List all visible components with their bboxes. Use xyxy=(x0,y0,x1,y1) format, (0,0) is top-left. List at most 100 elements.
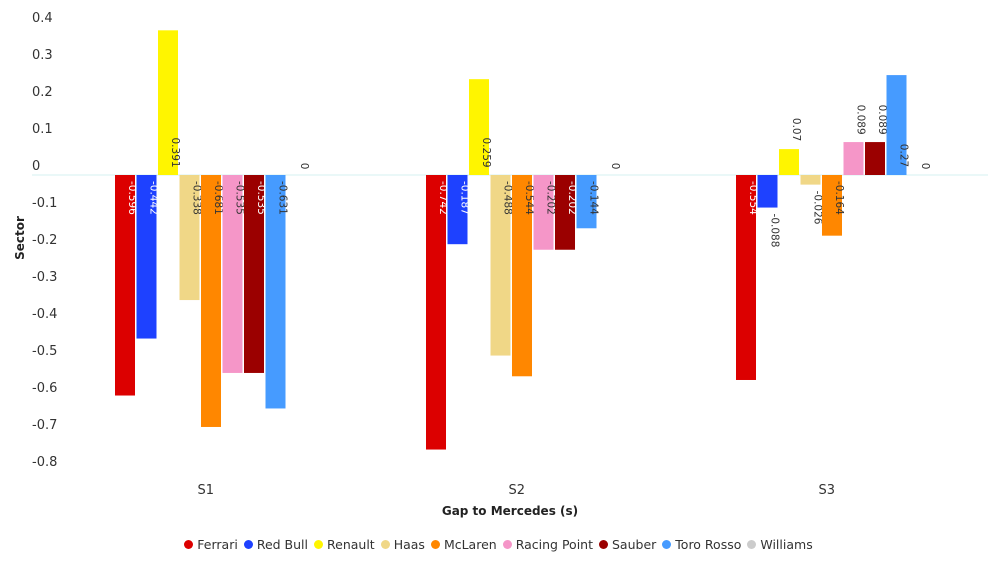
bar-ferrari[interactable] xyxy=(426,175,446,450)
bar-red-bull[interactable] xyxy=(136,175,157,339)
x-category-label: S2 xyxy=(508,483,525,498)
bar-haas[interactable] xyxy=(179,175,200,301)
bar-racing-point[interactable] xyxy=(843,142,864,175)
legend-label: McLaren xyxy=(443,537,497,552)
bar-racing-point[interactable] xyxy=(533,175,554,250)
legend-label: Haas xyxy=(393,537,425,552)
legend: Ferrari Red Bull Renault Haas McLaren Racing … xyxy=(0,537,997,552)
value-label: -0.144 xyxy=(588,181,600,215)
legend-item-haas[interactable]: Haas xyxy=(380,537,425,552)
value-label: -0.164 xyxy=(833,181,845,215)
value-label: -0.202 xyxy=(566,181,578,215)
y-axis-ticks: 0.4 0.3 0.2 0.1 0 -0.1 -0.2 -0.3 -0.4 -0.5 -0.6 -0.… xyxy=(32,11,57,470)
legend-label: Toro Rosso xyxy=(675,537,742,552)
legend-item-mclaren[interactable]: McLaren xyxy=(430,537,497,552)
bar-haas[interactable] xyxy=(490,175,511,356)
legend-label: Red Bull xyxy=(256,537,308,552)
value-label: 0.089 xyxy=(855,105,867,135)
legend-item-sauber[interactable]: Sauber xyxy=(599,537,656,552)
y-tick-label: -0.4 xyxy=(32,307,57,322)
bar-mclaren[interactable] xyxy=(201,175,221,427)
legend-item-renault[interactable]: Renault xyxy=(314,537,375,552)
y-tick-label: -0.2 xyxy=(32,233,57,248)
legend-dot-icon xyxy=(380,540,390,549)
value-label: -0.681 xyxy=(212,181,224,215)
value-label: -0.535 xyxy=(234,181,246,215)
bar-red-bull[interactable] xyxy=(447,175,468,245)
value-label: -0.554 xyxy=(747,181,759,215)
y-tick-label: -0.3 xyxy=(32,270,57,285)
value-label: 0.391 xyxy=(169,138,181,168)
bar-renault[interactable] xyxy=(469,79,489,175)
value-label: 0 xyxy=(609,163,621,170)
bar-group-s2: -0.742 -0.187 0.259 -0.488 -0.544 -0.202 -0.20… xyxy=(426,79,621,450)
value-label: -0.088 xyxy=(769,214,781,248)
legend-dot-icon xyxy=(662,540,672,549)
y-tick-label: 0.3 xyxy=(32,48,53,63)
x-category-label: S3 xyxy=(818,483,835,498)
legend-label: Sauber xyxy=(612,537,657,552)
x-axis-categories: S1 S2 S3 xyxy=(197,483,835,498)
bar-toro-rosso[interactable] xyxy=(576,175,597,229)
legend-dot-icon xyxy=(243,540,253,549)
value-label: 0 xyxy=(298,163,310,170)
value-label: 0.27 xyxy=(898,144,910,167)
bar-ferrari[interactable] xyxy=(736,175,756,380)
legend-label: Williams xyxy=(760,537,813,552)
value-label: -0.442 xyxy=(148,181,160,215)
bar-renault[interactable] xyxy=(779,149,799,175)
legend-item-red-bull[interactable]: Red Bull xyxy=(243,537,308,552)
value-label: 0.07 xyxy=(790,118,802,141)
bar-racing-point[interactable] xyxy=(222,175,243,373)
legend-item-racing-point[interactable]: Racing Point xyxy=(502,537,593,552)
value-label: -0.187 xyxy=(459,181,471,215)
value-label: 0.089 xyxy=(876,105,888,135)
legend-dot-icon xyxy=(314,540,323,549)
value-label: -0.535 xyxy=(255,181,267,215)
legend-label: Renault xyxy=(327,537,375,552)
bar-haas[interactable] xyxy=(800,175,821,185)
y-tick-label: 0.4 xyxy=(32,11,53,26)
bar-sauber[interactable] xyxy=(555,175,575,250)
legend-dot-icon xyxy=(430,540,440,549)
value-label: -0.596 xyxy=(126,181,138,215)
value-label: 0 xyxy=(919,163,931,170)
y-tick-label: -0.7 xyxy=(32,418,57,433)
y-tick-label: -0.6 xyxy=(32,381,57,396)
legend-item-ferrari[interactable]: Ferrari xyxy=(184,537,238,552)
bar-group-s1: -0.596 -0.442 0.391 -0.338 -0.681 -0.535 -0.53… xyxy=(115,30,310,427)
legend-dot-icon xyxy=(184,540,194,549)
legend-dot-icon xyxy=(599,540,608,549)
y-tick-label: -0.5 xyxy=(32,344,57,359)
legend-label: Ferrari xyxy=(197,537,238,552)
bar-group-s3: -0.554 -0.088 0.07 -0.026 -0.164 0.089 0.089 0.… xyxy=(736,75,931,380)
y-tick-label: -0.8 xyxy=(32,455,57,470)
bar-toro-rosso[interactable] xyxy=(265,175,286,409)
bar-groups: -0.596 -0.442 0.391 -0.338 -0.681 -0.535 -0.53… xyxy=(115,30,931,450)
legend-dot-icon xyxy=(747,540,757,549)
y-tick-label: -0.1 xyxy=(32,196,57,211)
legend-dot-icon xyxy=(502,540,512,549)
bar-red-bull[interactable] xyxy=(757,175,778,208)
value-label: -0.742 xyxy=(437,181,449,215)
y-tick-label: 0.1 xyxy=(32,122,53,137)
bar-sauber[interactable] xyxy=(865,142,885,175)
value-label: -0.338 xyxy=(191,181,203,215)
bar-renault[interactable] xyxy=(158,30,178,175)
bar-toro-rosso[interactable] xyxy=(886,75,907,175)
value-label: -0.544 xyxy=(523,181,535,215)
legend-item-williams[interactable]: Williams xyxy=(747,537,813,552)
bar-mclaren[interactable] xyxy=(512,175,532,377)
x-axis-title: Gap to Mercedes (s) xyxy=(442,504,578,518)
y-tick-label: 0.2 xyxy=(32,85,53,100)
bar-mclaren[interactable] xyxy=(822,175,842,236)
x-category-label: S1 xyxy=(197,483,214,498)
value-label: -0.631 xyxy=(277,181,289,215)
y-tick-label: 0 xyxy=(32,159,40,174)
legend-label: Racing Point xyxy=(515,537,593,552)
value-label: 0.259 xyxy=(480,138,492,168)
legend-item-toro-rosso[interactable]: Toro Rosso xyxy=(662,537,741,552)
bar-sauber[interactable] xyxy=(244,175,264,373)
bar-ferrari[interactable] xyxy=(115,175,135,396)
